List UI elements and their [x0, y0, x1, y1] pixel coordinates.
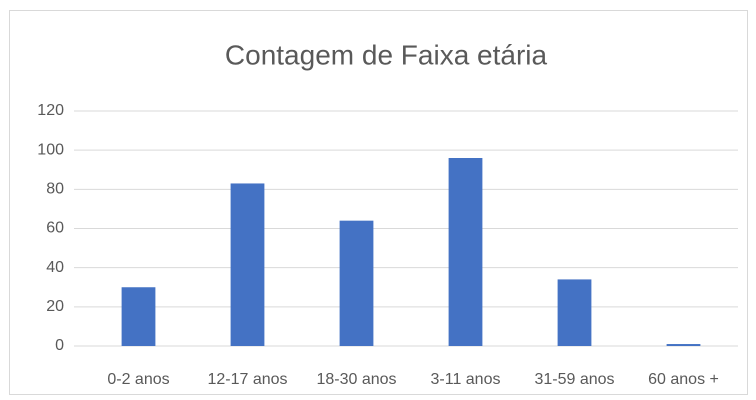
- bar: [448, 158, 483, 346]
- y-tick-label: 40: [46, 259, 64, 276]
- x-tick-label: 0-2 anos: [107, 371, 169, 388]
- y-tick-label: 100: [37, 141, 64, 158]
- bar: [666, 344, 701, 346]
- y-tick-label: 0: [55, 337, 64, 354]
- x-tick-label: 3-11 anos: [431, 371, 501, 388]
- y-tick-label: 60: [46, 220, 64, 237]
- bar: [339, 220, 374, 346]
- x-tick-label: 31-59 anos: [534, 371, 614, 388]
- y-tick-label: 20: [46, 298, 64, 315]
- y-tick-label: 120: [37, 102, 64, 119]
- bar: [230, 183, 265, 346]
- x-tick-label: 12-17 anos: [207, 371, 287, 388]
- bar: [557, 279, 592, 346]
- chart-title: Contagem de Faixa etária: [225, 39, 548, 70]
- bar: [121, 287, 156, 346]
- x-tick-label: 18-30 anos: [316, 371, 396, 388]
- y-tick-label: 80: [46, 181, 64, 198]
- x-tick-label: 60 anos +: [648, 371, 719, 388]
